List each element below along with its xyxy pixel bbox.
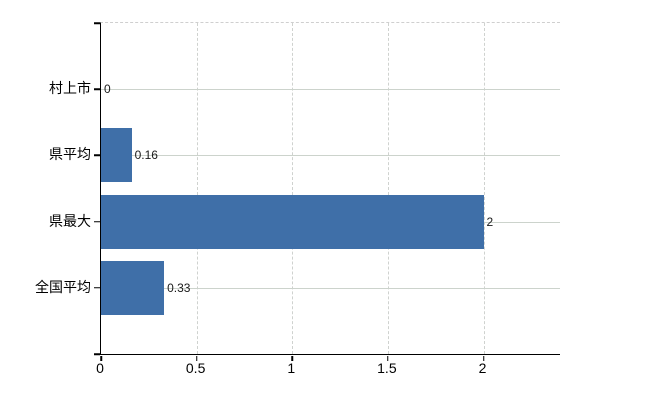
y-axis-tick [93,22,100,24]
bar [101,260,165,315]
x-axis-tick [387,355,389,361]
y-axis-tick [93,154,100,157]
plot-area: 0 0.16 2 0.33 [93,22,560,361]
bar-value-label: 2 [486,214,494,229]
vertical-gridline [387,23,389,354]
horizontal-gridline [101,89,560,91]
horizontal-gridline [101,155,560,157]
x-tick-label: 0 [96,360,104,376]
vertical-gridline [292,23,294,354]
x-axis-tick [195,355,198,361]
bar-value-label: 0 [104,82,111,97]
bar-value-label: 0.16 [134,148,158,163]
x-axis-tick [291,355,293,361]
category-label: 村上市 [49,80,91,97]
category-label: 県最大 [49,212,91,229]
bar [101,128,132,183]
vertical-gridline [196,23,198,354]
bar [101,194,484,249]
x-tick-label: 1 [287,360,296,376]
x-tick-label: 0.5 [185,360,206,376]
vertical-gridline [483,23,485,354]
x-tick-label: 2 [478,360,487,376]
y-axis-tick [93,220,100,223]
x-axis-tick [100,355,102,361]
y-axis-tick [93,353,100,355]
bar-value-label: 0.33 [167,280,191,295]
y-axis-tick [93,287,100,289]
y-axis-tick [93,88,100,90]
horizontal-gridline [101,287,560,289]
category-label: 全国平均 [35,278,91,295]
x-tick-label: 1.5 [377,360,397,376]
category-label: 県平均 [49,146,91,163]
x-axis-tick [482,355,485,361]
